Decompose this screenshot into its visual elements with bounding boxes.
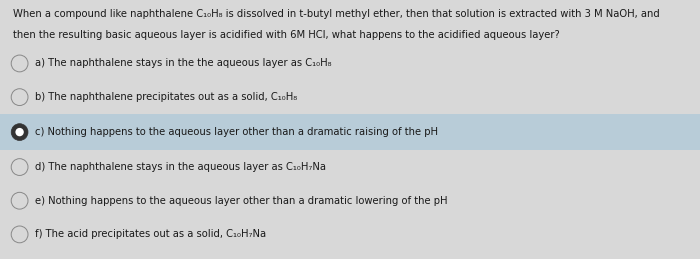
- Text: When a compound like naphthalene C₁₀H₈ is dissolved in t-butyl methyl ether, the: When a compound like naphthalene C₁₀H₈ i…: [13, 9, 659, 19]
- Text: d) The naphthalene stays in the aqueous layer as C₁₀H₇Na: d) The naphthalene stays in the aqueous …: [35, 162, 326, 172]
- Text: e) Nothing happens to the aqueous layer other than a dramatic lowering of the pH: e) Nothing happens to the aqueous layer …: [35, 196, 447, 206]
- Ellipse shape: [15, 128, 24, 136]
- Text: b) The naphthalene precipitates out as a solid, C₁₀H₈: b) The naphthalene precipitates out as a…: [35, 92, 297, 102]
- Text: c) Nothing happens to the aqueous layer other than a dramatic raising of the pH: c) Nothing happens to the aqueous layer …: [35, 127, 438, 137]
- FancyBboxPatch shape: [0, 114, 700, 150]
- Ellipse shape: [11, 124, 28, 140]
- Text: a) The naphthalene stays in the the aqueous layer as C₁₀H₈: a) The naphthalene stays in the the aque…: [35, 59, 332, 68]
- Text: f) The acid precipitates out as a solid, C₁₀H₇Na: f) The acid precipitates out as a solid,…: [35, 229, 266, 239]
- Text: then the resulting basic aqueous layer is acidified with 6M HCl, what happens to: then the resulting basic aqueous layer i…: [13, 30, 559, 40]
